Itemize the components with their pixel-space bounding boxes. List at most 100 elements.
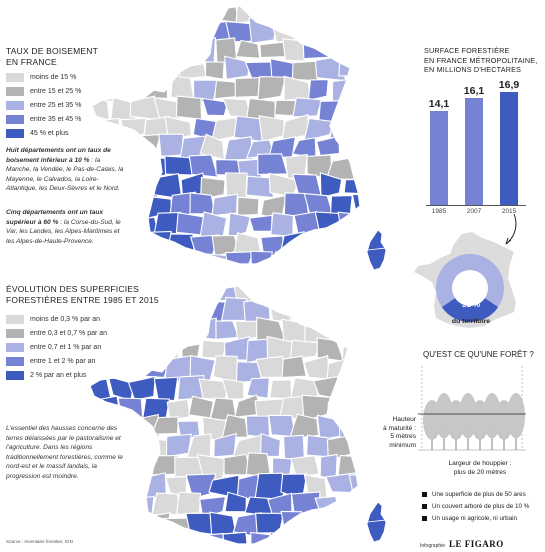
department: [281, 318, 307, 344]
department: [255, 286, 283, 305]
department: [316, 135, 341, 157]
department: [308, 235, 332, 255]
department: [107, 251, 138, 264]
legend-label: entre 35 et 45 %: [30, 116, 82, 123]
department: [269, 532, 295, 544]
bullet-square-icon: [422, 503, 427, 509]
department: [222, 531, 249, 544]
map1-title-line1: TAUX DE BOISEMENT: [6, 46, 99, 56]
department: [366, 338, 383, 364]
bullet-square-icon: [422, 515, 427, 521]
department: [259, 432, 281, 457]
department: [95, 39, 122, 63]
department: [92, 20, 109, 40]
department: [90, 533, 109, 544]
department: [288, 413, 320, 440]
department: [94, 357, 119, 381]
department: [337, 375, 358, 403]
source-credit: Source : Inventaire forestier, IGN: [6, 539, 73, 544]
corsica-map-1: [364, 228, 390, 277]
department: [164, 286, 192, 304]
bar-year-label: 1985: [431, 208, 447, 215]
department: [130, 251, 162, 264]
map1-note1-bold: Huit départements ont un taux de boiseme…: [6, 147, 111, 164]
department: [302, 6, 332, 26]
department: [224, 55, 250, 80]
department: [337, 18, 360, 43]
surface-title: SURFACE FORESTIÈRE EN FRANCE MÉTROPOLITA…: [424, 46, 538, 75]
department: [301, 394, 331, 422]
department: [349, 80, 360, 101]
department: [118, 6, 150, 26]
department: [303, 355, 331, 380]
department: [95, 511, 124, 538]
map1-note2-bold: Cinq départements ont un taux supérieur …: [6, 209, 104, 226]
legend-label: entre 15 et 25 %: [30, 88, 82, 95]
department: [221, 378, 245, 400]
department: [188, 154, 219, 178]
department: [314, 301, 344, 324]
department: [236, 196, 260, 216]
department: [130, 16, 160, 42]
legend-label: entre 0,3 et 0,7 % par an: [30, 330, 108, 337]
arrow-icon: [505, 213, 517, 245]
department: [92, 250, 115, 264]
map1-note2-rest: : la Corse-du-Sud, le Var, les Landes, l…: [6, 218, 121, 245]
legend-swatch: [6, 371, 24, 380]
department: [294, 255, 318, 264]
department: [150, 530, 177, 544]
department: [326, 512, 351, 533]
department: [187, 317, 217, 341]
legend-label: moins de 0,3 % par an: [30, 316, 101, 323]
department: [362, 100, 387, 118]
department: [201, 97, 229, 117]
map1-legend-item: entre 15 et 25 %: [6, 86, 81, 97]
map2-legend-item: entre 0,3 et 0,7 % par an: [6, 328, 107, 339]
department: [340, 299, 358, 325]
map1-title: TAUX DE BOISEMENT EN FRANCE: [6, 46, 98, 68]
department: [248, 214, 273, 232]
pie-label: 31 %: [461, 300, 481, 309]
legend-swatch: [6, 129, 24, 138]
legend-label: moins de 15 %: [30, 74, 77, 81]
legend-label: entre 1 et 2 % par an: [30, 358, 96, 365]
map2-legend-item: entre 1 et 2 % par an: [6, 356, 95, 367]
department: [127, 375, 156, 401]
surface-title-line3: EN MILLIONS D'HECTARES: [424, 65, 522, 74]
legend-swatch: [6, 329, 24, 338]
department: [355, 154, 360, 181]
criteria-label: Un couvert arboré de plus de 10 %: [432, 502, 530, 510]
department: [235, 39, 261, 59]
department: [185, 473, 217, 500]
department: [363, 178, 385, 197]
department: [289, 455, 320, 478]
department: [349, 113, 360, 142]
bar-year-label: 2007: [466, 208, 482, 215]
department: [279, 6, 307, 24]
department: [254, 472, 285, 500]
department: [331, 37, 358, 64]
legend-swatch: [6, 115, 24, 124]
department: [255, 512, 285, 534]
height-label-1: Hauteur: [392, 416, 416, 423]
bar-baseline: [426, 205, 526, 206]
department: [189, 192, 216, 215]
department: [258, 6, 289, 25]
map1-note1: Huit départements ont un taux de boiseme…: [6, 146, 126, 194]
criteria-label: Une superficie de plus de 50 ares: [432, 490, 526, 498]
department: [255, 355, 285, 378]
department: [174, 534, 203, 544]
surface-bar: [430, 111, 448, 205]
department: [175, 95, 203, 120]
map1-legend-item: 45 % et plus: [6, 128, 69, 139]
credit-small: Infographie: [420, 543, 446, 549]
map2-legend-item: moins de 0,3 % par an: [6, 314, 100, 325]
map2-legend-item: entre 0,7 et 1 % par an: [6, 342, 101, 353]
department: [348, 474, 358, 499]
department: [269, 379, 293, 400]
department: [108, 17, 138, 39]
department: [248, 17, 278, 44]
department: [281, 114, 309, 141]
department: [200, 176, 226, 200]
department: [165, 318, 195, 343]
